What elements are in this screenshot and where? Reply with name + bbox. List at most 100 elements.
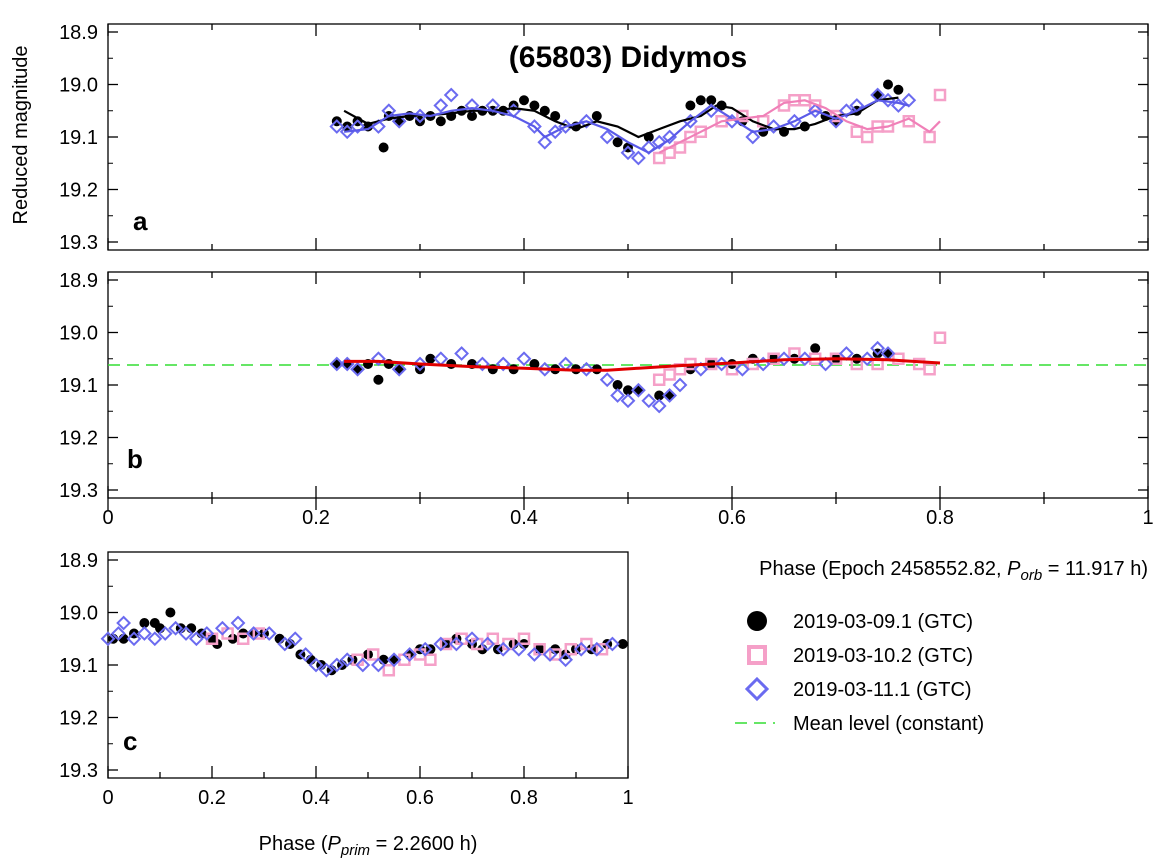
data-point-diamond — [558, 356, 574, 372]
data-point-diamond — [693, 361, 709, 377]
y-tick-label: 19.2 — [59, 428, 98, 450]
data-point-diamond — [339, 652, 355, 668]
data-point-circle — [519, 95, 529, 106]
panel-c: 18.9 19.0 19.1 19.2 19.30 0.2 0.4 0.6 0.8 1 — [59, 550, 634, 809]
data-point-diamond — [168, 620, 184, 636]
data-point-diamond — [818, 356, 834, 372]
data-point-circle — [165, 607, 176, 618]
data-point-diamond — [329, 657, 345, 673]
data-point-circle — [695, 95, 706, 106]
y-tick-label: 18.9 — [59, 550, 98, 572]
data-point-square — [933, 88, 947, 102]
data-point-diamond — [734, 361, 750, 377]
legend-label: 2019-03-09.1 (GTC) — [793, 611, 973, 633]
data-point-diamond — [329, 356, 345, 372]
data-point-diamond — [651, 398, 667, 414]
panel-label-a: a — [133, 206, 148, 236]
data-point-diamond — [651, 134, 667, 150]
data-point-circle — [893, 84, 904, 95]
x-tick-label: 0.2 — [302, 507, 330, 529]
data-point-diamond — [417, 641, 433, 657]
data-point-diamond — [542, 647, 558, 662]
data-point-diamond — [412, 356, 428, 372]
data-point-diamond — [589, 641, 605, 657]
data-point-square — [548, 648, 562, 661]
data-point-diamond — [230, 615, 246, 631]
data-point-square — [424, 653, 437, 666]
data-point-diamond — [495, 641, 511, 657]
x-axis-title-c-symbol: P — [328, 833, 342, 855]
data-point-circle — [550, 111, 561, 121]
data-point-diamond — [246, 626, 262, 641]
data-point-diamond — [370, 657, 386, 673]
data-point-diamond — [402, 647, 418, 662]
x-axis-title-b-subscript: orb — [1020, 567, 1042, 584]
data-point-diamond — [318, 662, 334, 678]
data-point-diamond — [350, 119, 366, 134]
y-tick-label: 19.3 — [59, 232, 98, 254]
legend-marker-diamond — [744, 676, 770, 702]
data-point-diamond — [495, 356, 511, 372]
data-point-diamond — [745, 129, 761, 145]
data-point-square — [236, 632, 250, 645]
data-point-diamond — [339, 124, 355, 140]
data-point-circle — [623, 385, 633, 396]
data-point-diamond — [620, 393, 636, 409]
data-point-diamond — [511, 641, 527, 657]
x-axis-title-b-value: = 11.917 h) — [1042, 558, 1148, 580]
data-point-circle — [425, 353, 436, 364]
x-tick-label: 1 — [622, 787, 633, 809]
data-point-diamond — [355, 657, 371, 673]
orbital-model-curve — [344, 357, 941, 372]
data-point-circle — [467, 111, 477, 121]
data-point-circle — [539, 105, 550, 116]
legend-label: 2019-03-10.2 (GTC) — [793, 645, 973, 667]
data-point-diamond — [599, 129, 615, 145]
y-tick-label: 19.0 — [59, 323, 98, 345]
data-point-square — [652, 373, 666, 386]
data-point-square — [860, 130, 874, 144]
panel-label-c: c — [123, 726, 137, 756]
x-axis-title-c-value: = 2.2600 h) — [370, 833, 477, 855]
data-point-diamond — [448, 636, 464, 652]
y-tick-label: 19.1 — [59, 127, 98, 149]
data-point-diamond — [178, 626, 194, 641]
data-point-diamond — [662, 388, 678, 403]
x-tick-label: 0 — [102, 787, 113, 809]
data-point-circle — [706, 95, 717, 106]
data-point-square — [933, 331, 947, 344]
data-point-diamond — [391, 361, 407, 377]
y-tick-label: 18.9 — [59, 22, 98, 44]
data-point-diamond — [610, 388, 626, 403]
data-point-square — [663, 368, 676, 381]
data-point-square — [923, 363, 936, 376]
data-point-diamond — [110, 626, 126, 641]
y-tick-label: 19.3 — [59, 760, 98, 782]
x-axis-title-b: Phase (Epoch 2458552.82, Porb = 11.917 h… — [759, 558, 1148, 584]
data-point-circle — [654, 390, 665, 401]
data-point-square — [736, 109, 749, 123]
legend: 2019-03-09.1 (GTC) 2019-03-10.2 (GTC) 2019… — [735, 611, 984, 735]
data-point-diamond — [797, 351, 813, 367]
data-point-square — [923, 130, 936, 144]
data-point-circle — [373, 374, 384, 385]
data-point-diamond — [100, 631, 116, 647]
data-point-square — [517, 632, 531, 645]
legend-label: 2019-03-11.1 (GTC) — [793, 679, 972, 701]
data-point-diamond — [464, 631, 480, 647]
data-point-diamond — [454, 346, 470, 361]
legend-marker-square — [747, 645, 767, 665]
y-tick-label: 19.1 — [59, 375, 98, 397]
y-tick-label: 19.3 — [59, 480, 98, 502]
data-point-circle — [810, 343, 821, 354]
x-axis-title-b-symbol: P — [1007, 558, 1021, 580]
data-point-diamond — [630, 382, 646, 398]
data-point-diamond — [578, 113, 594, 129]
data-point-diamond — [287, 631, 303, 647]
data-point-diamond — [386, 652, 402, 668]
data-point-diamond — [604, 636, 620, 652]
data-point-diamond — [828, 113, 844, 129]
x-tick-label: 0.2 — [198, 787, 226, 809]
data-point-circle — [435, 116, 446, 127]
